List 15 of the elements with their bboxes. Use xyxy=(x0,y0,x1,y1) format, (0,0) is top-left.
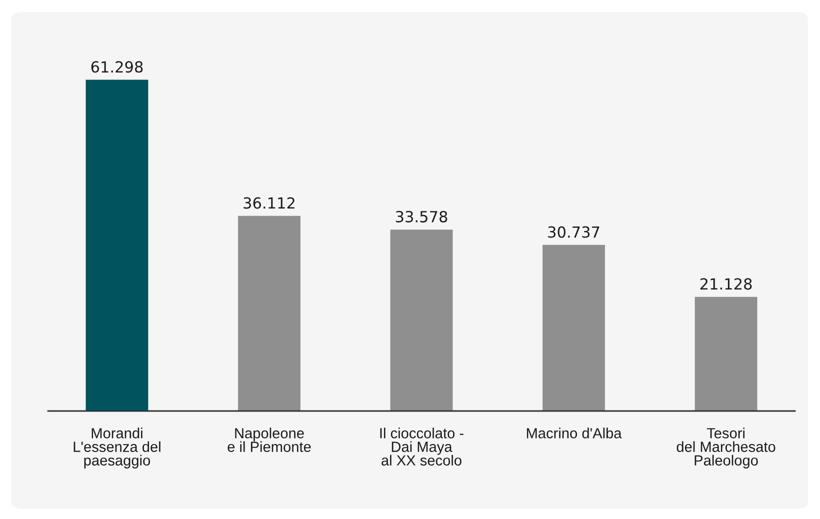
bar xyxy=(542,244,605,411)
data-label: 61.298 xyxy=(91,61,143,73)
x-tick-label: Napoleone e il Piemonte xyxy=(228,428,311,452)
bar xyxy=(390,230,453,411)
data-label: 30.737 xyxy=(548,226,600,238)
bar xyxy=(86,80,148,411)
x-tick-label: Tesori del Marchesato Paleologo xyxy=(676,428,776,468)
bar xyxy=(238,216,300,411)
data-label: 36.112 xyxy=(244,197,294,209)
data-label: 21.128 xyxy=(700,278,752,290)
bar xyxy=(694,296,758,411)
x-tick-label: Morandi L'essenza del paesaggio xyxy=(74,428,160,468)
x-tick-label: Il cioccolato - Dai Maya al XX secolo xyxy=(380,428,464,466)
x-tick-label: Macrino d'Alba xyxy=(526,428,622,438)
data-label: 33.578 xyxy=(396,210,448,222)
